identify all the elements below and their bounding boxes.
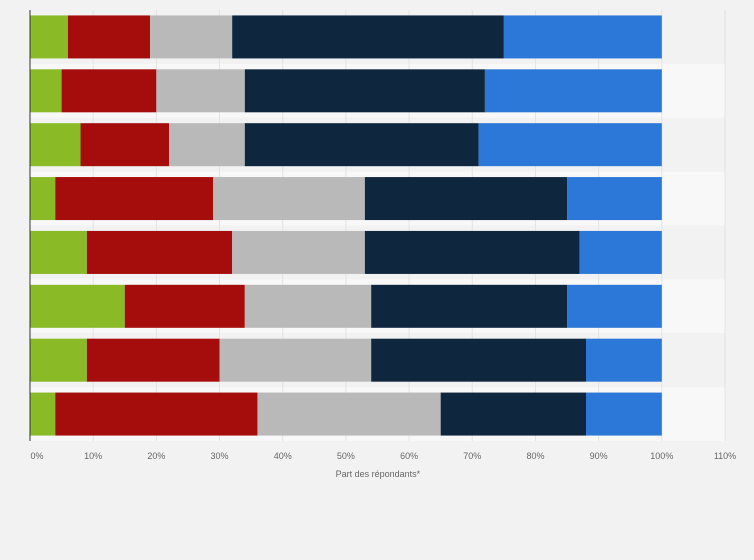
bar-segment <box>61 69 157 113</box>
bar-segment <box>244 69 485 113</box>
bar-segment <box>30 392 56 436</box>
bar-segment <box>30 230 87 274</box>
bar-segment <box>503 15 662 59</box>
x-tick-label: 20% <box>147 451 165 461</box>
bar-segment <box>484 69 662 113</box>
x-tick-label: 0% <box>30 451 43 461</box>
bar-segment <box>86 338 220 382</box>
bar-segment <box>30 15 68 59</box>
bar-segment <box>86 230 233 274</box>
x-tick-label: 30% <box>211 451 229 461</box>
bar-segment <box>30 338 87 382</box>
bar-segment <box>169 123 245 167</box>
x-tick-label: 70% <box>463 451 481 461</box>
bar-segment <box>364 177 568 221</box>
bar-segment <box>567 177 662 221</box>
bar-segment <box>440 392 586 436</box>
bar-segment <box>30 123 81 167</box>
x-tick-labels: 0% 10% 20% 30% 40% 50% 60% 70% 80% 90% 100% 110% <box>30 451 736 461</box>
bar-segment <box>244 123 479 167</box>
bar-segment <box>80 123 169 167</box>
bar-segment <box>124 284 245 328</box>
bar-segment <box>55 392 258 436</box>
bar-segment <box>586 392 662 436</box>
x-tick-label: 10% <box>84 451 102 461</box>
bars <box>30 15 662 436</box>
bar-segment <box>371 284 568 328</box>
x-tick-label: 50% <box>337 451 355 461</box>
bar-segment <box>30 284 125 328</box>
bar-segment <box>232 15 504 59</box>
bar-segment <box>30 69 62 113</box>
x-tick-label: 60% <box>400 451 418 461</box>
bar-segment <box>213 177 365 221</box>
x-axis-title: Part des répondants* <box>336 469 421 479</box>
bar-segment <box>244 284 372 328</box>
bar-segment <box>67 15 151 59</box>
bar-segment <box>219 338 372 382</box>
bar-segment <box>150 15 233 59</box>
bar-segment <box>55 177 214 221</box>
bar-segment <box>371 338 586 382</box>
bar-segment <box>579 230 662 274</box>
x-tick-label: 110% <box>714 451 736 461</box>
bar-segment <box>364 230 580 274</box>
bar-segment <box>257 392 441 436</box>
bar-segment <box>586 338 662 382</box>
bar-segment <box>30 177 56 221</box>
bar-segment <box>567 284 662 328</box>
x-tick-label: 40% <box>274 451 292 461</box>
x-tick-label: 100% <box>650 451 673 461</box>
bar-segment <box>232 230 365 274</box>
x-tick-label: 80% <box>526 451 544 461</box>
x-tick-label: 90% <box>590 451 608 461</box>
bar-segment <box>478 123 662 167</box>
bar-segment <box>156 69 245 113</box>
